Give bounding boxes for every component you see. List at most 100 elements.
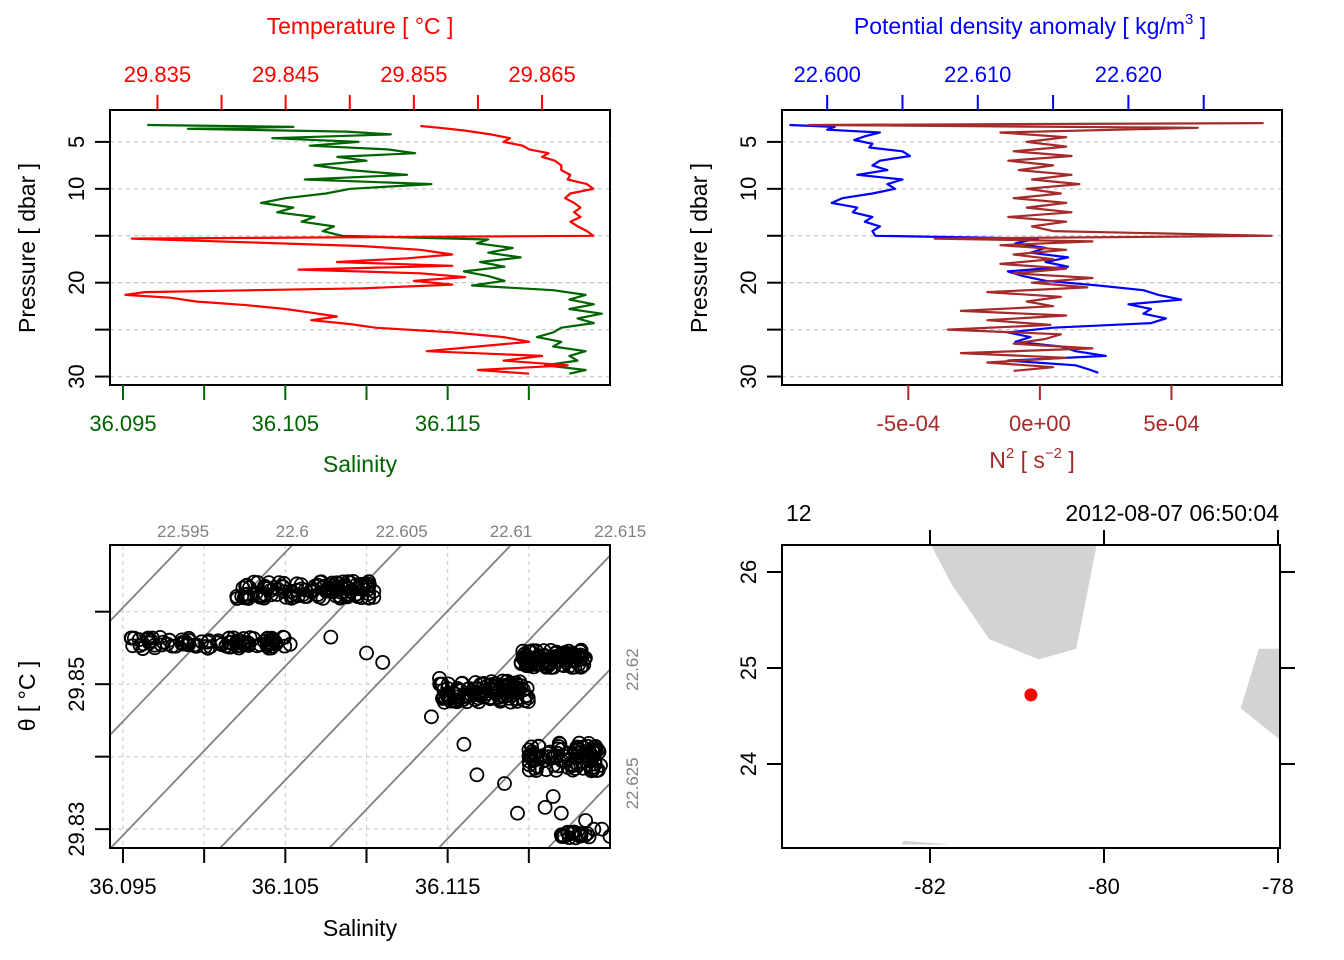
- y-tick-label: 29.85: [64, 657, 89, 712]
- x-tick-label: 36.115: [415, 874, 481, 899]
- y-tick-label: 30: [64, 364, 89, 388]
- ts-point: [574, 659, 590, 674]
- ts-point: [469, 767, 485, 783]
- ts-point: [323, 629, 339, 645]
- isopycnal-line: [110, 545, 294, 737]
- axes: 5 10 20 30 29.835 29.845 29.855 29.865 36.095 36.…: [64, 62, 576, 436]
- y-tick-label: 20: [736, 270, 761, 294]
- ts-point: [359, 645, 374, 661]
- ts-point: [517, 693, 533, 709]
- isopycnal-line: [546, 782, 610, 848]
- y-tick-label: 5: [64, 136, 89, 148]
- land-polygon: [930, 545, 1097, 660]
- ts-point: [568, 743, 583, 759]
- lat-tick-label: 24: [736, 752, 761, 776]
- title-end: ]: [1062, 447, 1075, 473]
- ts-point: [448, 694, 464, 709]
- axes: 22.595 22.6 22.605 22.61 22.615 22.62 22.625 36…: [64, 522, 646, 899]
- ts-point: [523, 653, 538, 668]
- ts-point: [361, 586, 377, 602]
- ts-point: [265, 638, 281, 654]
- ts-point: [460, 688, 476, 704]
- ts-point: [432, 671, 447, 686]
- isopycnal-label-top: 22.595: [157, 522, 209, 541]
- top-tick-label: 22.610: [944, 62, 1011, 87]
- ts-point: [242, 630, 258, 646]
- station-number-label: 12: [786, 500, 812, 526]
- ts-point: [570, 740, 586, 756]
- ts-point: [456, 691, 472, 707]
- isopycnal-line: [218, 545, 513, 848]
- series-line-n2: [807, 122, 1273, 372]
- panel-density-n2-profile: Potential density anomaly [ kg/m3 ] 5 10 2…: [686, 11, 1283, 473]
- panel-station-map: -82 -80 -78 24 25 26 12 2012-08-07 06:50:04: [736, 500, 1295, 899]
- top-tick-label: 22.620: [1095, 62, 1162, 87]
- isopycnal-label-right: 22.62: [623, 648, 642, 691]
- ts-point: [521, 742, 537, 758]
- ts-point: [515, 643, 531, 659]
- isopycnal-label-top: 22.615: [594, 522, 646, 541]
- plot-frame: [109, 544, 611, 849]
- bottom-axis-title: N2 [ s−2 ]: [989, 445, 1075, 473]
- top-tick-label: 29.835: [124, 62, 191, 87]
- ts-point: [590, 762, 606, 778]
- x-tick-label: 36.105: [252, 874, 319, 899]
- ts-point: [271, 575, 287, 590]
- ts-point: [586, 821, 602, 837]
- bottom-tick-label: 36.115: [415, 411, 481, 436]
- plot-frame: [781, 109, 1283, 386]
- map-frame: [781, 544, 1281, 849]
- isopycnal-label-top: 22.605: [376, 522, 428, 541]
- ts-point: [297, 589, 313, 604]
- title-mid: [ s: [1014, 447, 1045, 473]
- x-tick-label: 36.095: [89, 874, 156, 899]
- y-axis-title: Pressure [ dbar ]: [14, 163, 40, 333]
- ts-point: [575, 760, 591, 776]
- series-line-salinity: [147, 123, 604, 375]
- lat-tick-label: 25: [736, 656, 761, 680]
- ts-point: [274, 578, 290, 594]
- top-axis-title: Temperature [ °C ]: [267, 13, 454, 39]
- y-tick-label: 29.83: [64, 802, 89, 857]
- ts-point: [545, 789, 561, 804]
- ts-point: [339, 588, 355, 604]
- series-line-temperature: [124, 124, 595, 375]
- profile-lines: [789, 122, 1273, 374]
- ts-point: [473, 676, 489, 692]
- panel-ts-diagram: 22.595 22.6 22.605 22.61 22.615 22.62 22.625 36…: [14, 522, 646, 941]
- ts-point: [576, 657, 592, 673]
- ts-point: [552, 736, 568, 752]
- title-text: Potential density anomaly [ kg/m: [854, 13, 1185, 39]
- ts-point: [238, 589, 254, 605]
- ts-point: [221, 631, 237, 646]
- ts-point: [468, 681, 484, 696]
- ts-point: [375, 655, 391, 670]
- ts-point: [487, 678, 503, 694]
- title-superscript: 2: [1006, 445, 1014, 462]
- ts-point: [554, 742, 569, 757]
- title-text: N: [989, 447, 1006, 473]
- ts-point: [263, 587, 279, 603]
- lon-tick-label: -80: [1088, 874, 1120, 899]
- ts-point: [154, 637, 170, 653]
- ts-point: [256, 590, 272, 606]
- ts-point: [140, 630, 156, 646]
- axes: -82 -80 -78 24 25 26: [736, 530, 1295, 899]
- ts-point: [537, 753, 553, 768]
- top-tick-label: 29.865: [508, 62, 575, 87]
- ts-point: [578, 813, 593, 828]
- y-tick-label: 20: [64, 270, 89, 294]
- title-superscript-2: −2: [1045, 445, 1062, 462]
- lon-tick-label: -82: [914, 874, 946, 899]
- ts-point: [354, 590, 370, 606]
- x-axis-title: Salinity: [323, 915, 398, 941]
- ts-point: [282, 636, 298, 652]
- ts-point: [159, 636, 175, 652]
- station-marker-layer: [1024, 688, 1038, 702]
- ts-point: [181, 630, 197, 646]
- profile-lines: [124, 123, 604, 375]
- ts-point: [510, 805, 525, 821]
- series-line-potential-density-anomaly: [789, 123, 1183, 374]
- isopycnal-label-top: 22.6: [276, 522, 309, 541]
